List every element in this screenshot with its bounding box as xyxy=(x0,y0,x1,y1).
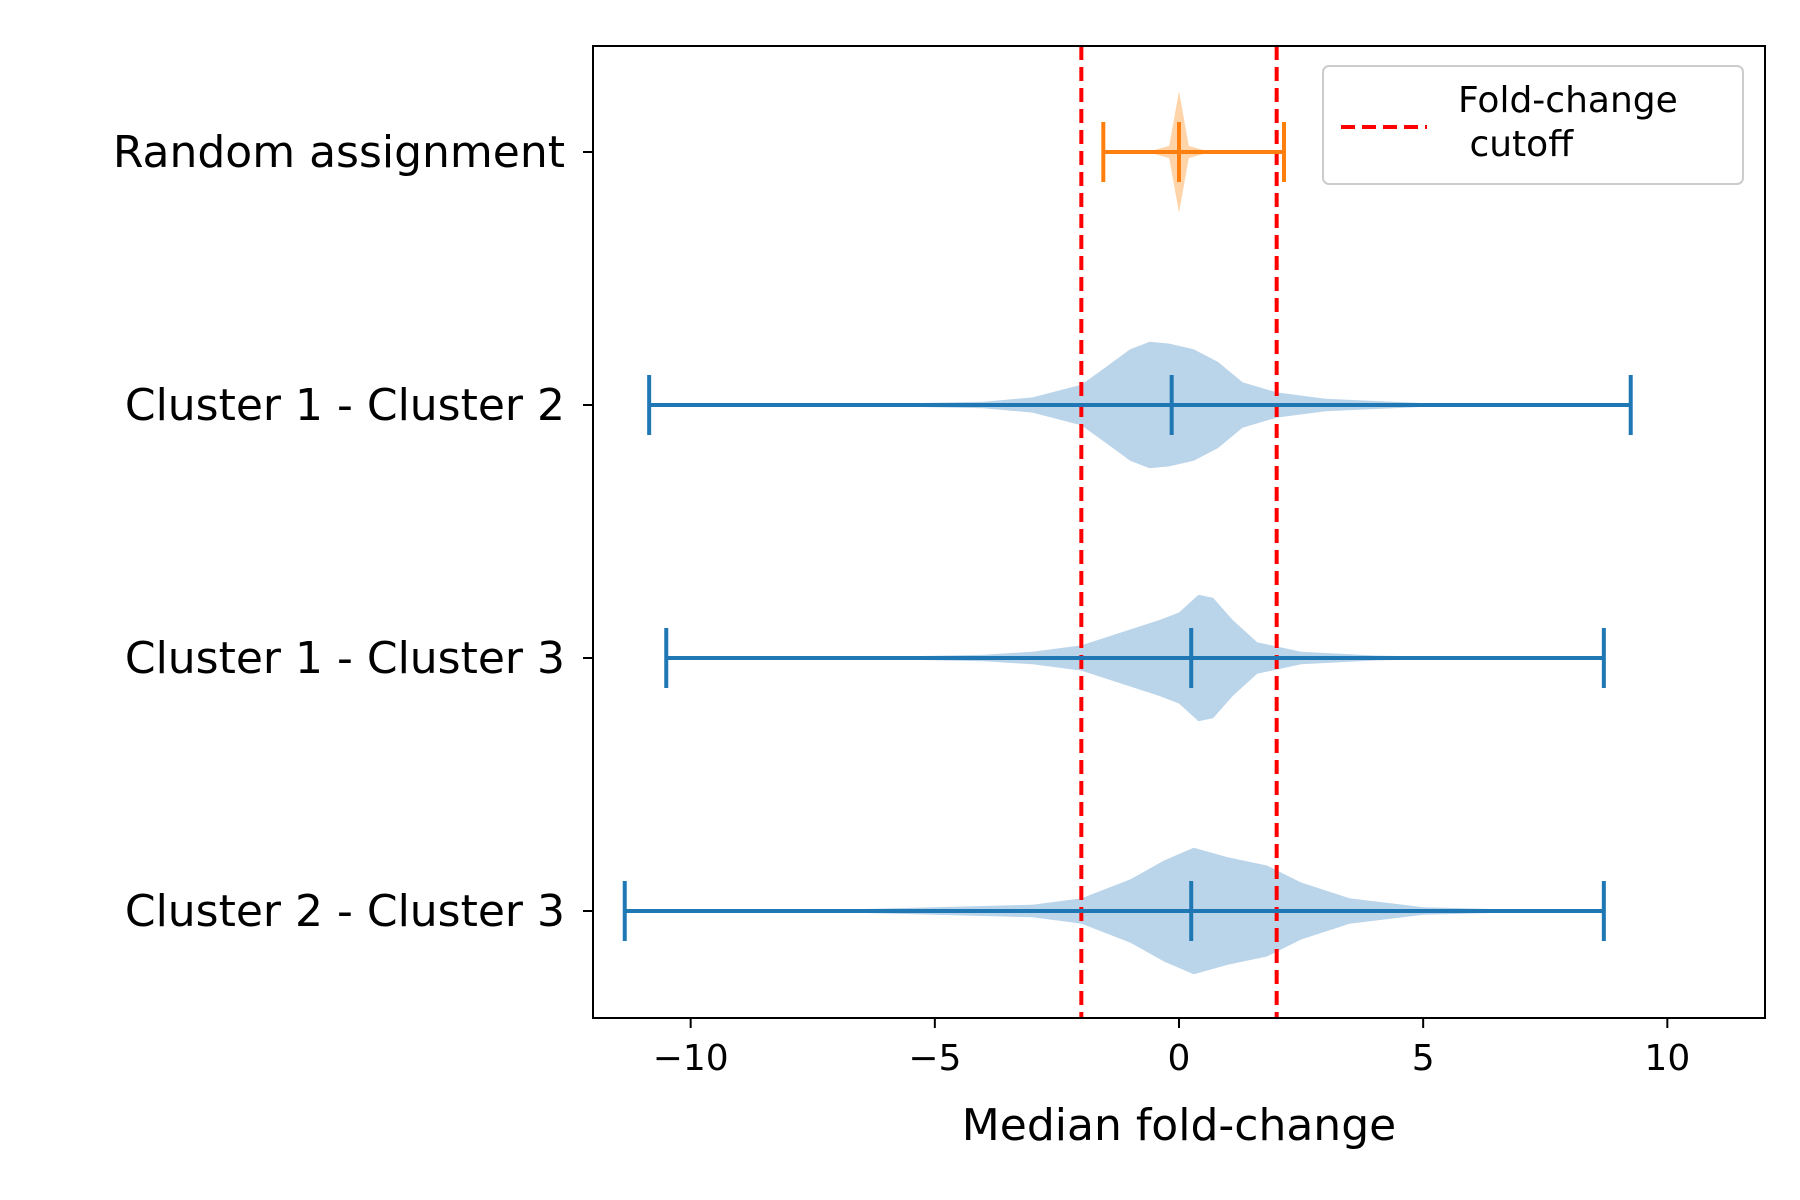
x-tick-label: 5 xyxy=(1412,1038,1435,1079)
x-axis: −10 −5 0 5 10 xyxy=(653,1018,1690,1079)
y-tick-label: Cluster 1 - Cluster 3 xyxy=(125,633,565,684)
legend: Fold-change cutoff xyxy=(1322,65,1744,185)
y-tick-label: Cluster 2 - Cluster 3 xyxy=(125,886,565,937)
x-tick-label: −10 xyxy=(653,1038,729,1079)
x-tick-label: 0 xyxy=(1168,1038,1191,1079)
reference-lines-layer xyxy=(1079,46,1279,1018)
legend-label-line: cutoff xyxy=(1458,124,1574,165)
y-tick-label: Random assignment xyxy=(113,127,565,178)
x-tick-label: −5 xyxy=(908,1038,961,1079)
legend-label: Fold-change cutoff xyxy=(1458,80,1678,165)
legend-label-line: Fold-change xyxy=(1458,80,1678,121)
y-axis: Random assignment Cluster 1 - Cluster 2 Cl… xyxy=(113,127,593,937)
y-tick-label: Cluster 1 - Cluster 2 xyxy=(125,380,565,431)
violins-layer xyxy=(624,91,1631,975)
range-bars-layer xyxy=(622,122,1633,941)
legend-frame xyxy=(1322,65,1744,185)
x-tick-label: 10 xyxy=(1644,1038,1690,1079)
x-axis-label: Median fold-change xyxy=(962,1100,1396,1151)
